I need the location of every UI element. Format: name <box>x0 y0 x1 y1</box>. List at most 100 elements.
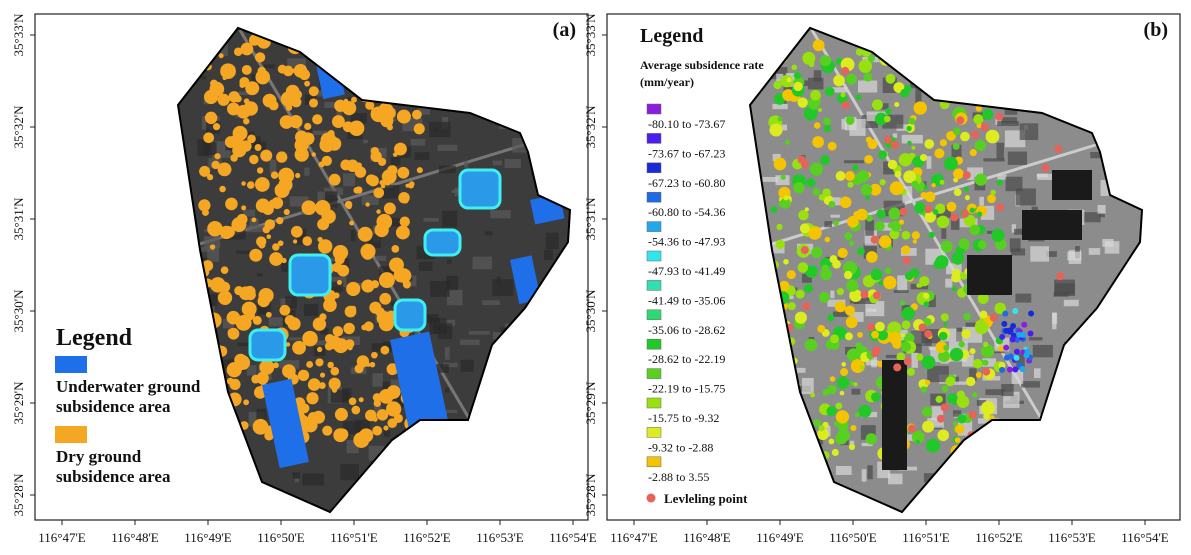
rate-patch <box>879 235 892 248</box>
rate-patch <box>889 332 902 345</box>
texture <box>414 152 429 160</box>
dry-patch <box>409 181 414 186</box>
rate-patch <box>844 271 852 279</box>
water-patch <box>290 255 330 295</box>
dry-patch <box>389 257 404 272</box>
dry-patch <box>269 200 277 208</box>
rate-patch <box>1016 332 1022 338</box>
rate-patch <box>945 376 955 386</box>
rate-patch <box>885 268 891 274</box>
rate-patch <box>845 332 853 340</box>
texture <box>270 160 277 174</box>
rate-patch <box>990 190 996 196</box>
texture <box>340 464 359 480</box>
legend-swatch <box>647 192 661 202</box>
dry-patch <box>384 203 396 215</box>
dry-patch <box>218 162 232 176</box>
rate-patch <box>829 255 837 263</box>
rate-patch <box>937 216 949 228</box>
rate-patch <box>966 377 975 386</box>
texture <box>460 340 480 346</box>
figure: 116°47'E116°48'E116°49'E116°50'E116°51'E… <box>0 0 1191 550</box>
texture <box>830 291 834 299</box>
rate-patch <box>878 281 883 286</box>
rate-patch <box>820 55 831 66</box>
rate-patch <box>933 209 939 215</box>
leveling-point <box>996 203 1004 211</box>
rate-patch <box>963 313 971 321</box>
texture <box>1052 313 1057 324</box>
rate-patch <box>781 175 786 180</box>
rate-patch <box>899 153 912 166</box>
y-tick-label: 35°32'N <box>11 105 26 149</box>
dry-patch <box>210 277 225 292</box>
rate-patch <box>957 414 966 423</box>
leveling-point <box>904 357 912 365</box>
dry-patch <box>345 122 354 131</box>
dry-patch <box>229 379 240 390</box>
rate-patch <box>847 182 853 188</box>
dry-patch <box>203 132 214 143</box>
legend-label: Dry ground <box>56 447 142 466</box>
rate-patch <box>973 114 983 124</box>
dry-patch <box>417 167 423 173</box>
dry-patch <box>257 167 263 173</box>
rate-patch <box>849 240 854 245</box>
texture <box>1006 177 1023 192</box>
panel-label: (b) <box>1144 19 1168 41</box>
dry-patch <box>371 352 378 359</box>
texture <box>445 388 449 393</box>
texture <box>492 161 501 166</box>
dry-patch <box>351 406 360 415</box>
dry-patch <box>271 171 279 179</box>
rate-patch <box>911 181 918 188</box>
texture <box>544 250 553 260</box>
rate-patch <box>828 439 834 445</box>
texture <box>1102 239 1113 247</box>
texture <box>1033 345 1053 357</box>
rate-patch <box>957 395 970 408</box>
leveling-point <box>893 363 901 371</box>
dry-patch <box>340 159 351 170</box>
dry-patch <box>301 200 316 215</box>
y-tick-label: 35°33'N <box>583 13 598 57</box>
dry-patch <box>251 217 256 222</box>
rate-patch <box>830 376 836 382</box>
dry-patch <box>361 279 374 292</box>
dry-patch <box>317 347 322 352</box>
rate-patch <box>825 237 831 243</box>
texture <box>203 142 216 155</box>
dry-patch <box>391 245 399 253</box>
texture <box>824 221 832 227</box>
texture <box>351 230 356 241</box>
rate-patch <box>900 301 905 306</box>
rate-patch <box>844 232 852 240</box>
dry-patch <box>210 244 215 249</box>
rate-patch <box>835 301 846 312</box>
rate-patch <box>833 220 839 226</box>
water-body <box>1022 210 1082 240</box>
dry-patch <box>342 101 356 115</box>
dry-patch <box>239 77 249 87</box>
rate-patch <box>872 99 883 110</box>
dry-patch <box>327 362 333 368</box>
dry-patch <box>251 375 260 384</box>
texture <box>343 173 355 186</box>
leveling-point <box>990 314 998 322</box>
leveling-point <box>908 425 916 433</box>
y-tick-label: 35°31'N <box>11 197 26 241</box>
leveling-point <box>961 210 969 218</box>
texture <box>945 279 952 288</box>
rate-patch <box>833 75 845 87</box>
leveling-point <box>982 368 990 376</box>
rate-patch <box>920 154 927 161</box>
y-tick-label: 35°31'N <box>583 197 598 241</box>
texture <box>302 474 324 486</box>
rate-patch <box>905 272 913 280</box>
rate-patch <box>969 225 980 236</box>
dry-patch <box>319 138 334 153</box>
legend-swatch <box>55 356 87 373</box>
texture <box>201 76 207 79</box>
rate-patch <box>953 168 964 179</box>
dry-patch <box>334 293 340 299</box>
